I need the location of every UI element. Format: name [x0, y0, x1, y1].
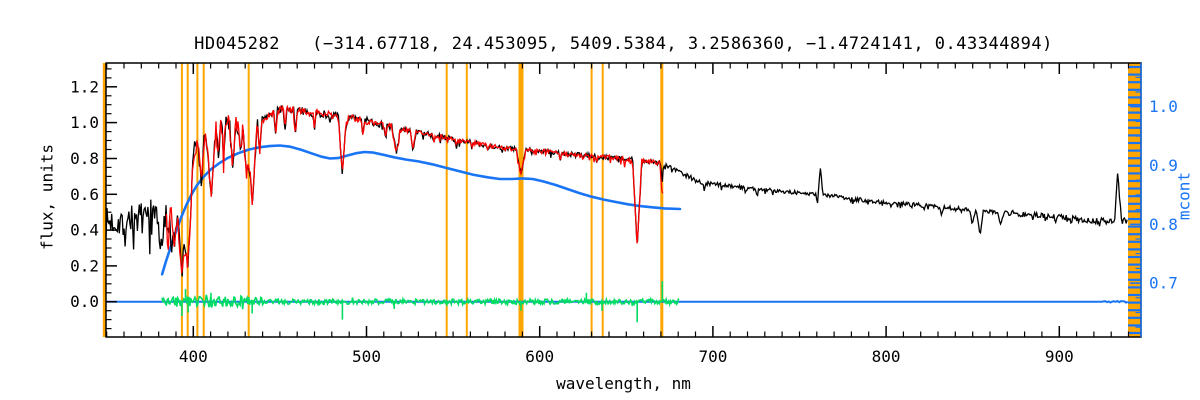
axis-ticks	[106, 63, 1141, 337]
svg-text:0.7: 0.7	[1149, 274, 1178, 293]
telluric-band	[1128, 63, 1141, 337]
svg-text:1.2: 1.2	[70, 77, 99, 96]
svg-text:0.8: 0.8	[1149, 215, 1178, 234]
svg-text:700: 700	[698, 347, 727, 366]
svg-text:0.4: 0.4	[70, 221, 99, 240]
observed-series	[105, 105, 1128, 277]
svg-text:800: 800	[872, 347, 901, 366]
svg-text:900: 900	[1045, 347, 1074, 366]
x-axis-label-wavelength: wavelength, nm	[556, 374, 691, 393]
plot-title: HD045282 (−314.67718, 24.453095, 5409.53…	[194, 34, 1053, 54]
y-axis-label-mcont: mcont	[1174, 171, 1194, 221]
svg-text:0.6: 0.6	[70, 185, 99, 204]
svg-text:1.0: 1.0	[1149, 97, 1178, 116]
axes-frame	[105, 62, 1142, 338]
svg-text:500: 500	[352, 347, 381, 366]
svg-text:600: 600	[525, 347, 554, 366]
continuum-series	[160, 144, 682, 276]
y-left-tick-labels: 0.0 0.2 0.4 0.6 0.8 1.0 1.2	[70, 77, 99, 311]
x-tick-labels: 400 500 600 700 800 900	[179, 347, 1074, 366]
svg-text:400: 400	[179, 347, 208, 366]
y-axis-label-flux: flux, units	[37, 144, 57, 250]
svg-text:1.0: 1.0	[70, 113, 99, 132]
svg-text:0.0: 0.0	[70, 292, 99, 311]
svg-text:0.8: 0.8	[70, 149, 99, 168]
residual-series	[161, 281, 680, 323]
fit-series	[165, 104, 664, 273]
svg-text:0.9: 0.9	[1149, 156, 1178, 175]
y-right-tick-labels: 0.7 0.8 0.9 1.0	[1149, 97, 1178, 292]
svg-text:0.2: 0.2	[70, 256, 99, 275]
